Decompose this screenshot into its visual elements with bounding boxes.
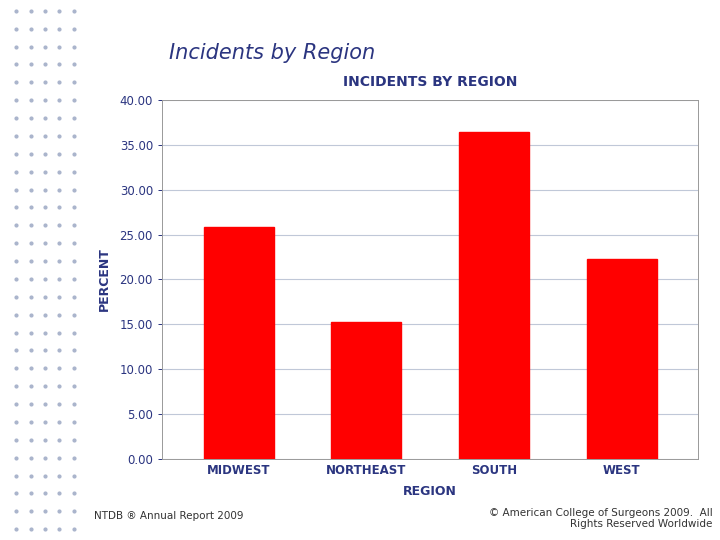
Text: NTDB ® Annual Report 2009: NTDB ® Annual Report 2009 (94, 511, 243, 521)
Bar (587, 259, 657, 459)
X-axis label: REGION: REGION (403, 485, 457, 498)
Bar (331, 322, 402, 459)
Y-axis label: PERCENT: PERCENT (98, 247, 112, 312)
Text: © American College of Surgeons 2009.  All
Rights Reserved Worldwide: © American College of Surgeons 2009. All… (489, 508, 713, 529)
Text: Figure
38: Figure 38 (107, 42, 142, 64)
Bar (204, 227, 274, 459)
Bar (459, 132, 529, 459)
Text: Incidents by Region: Incidents by Region (169, 43, 375, 63)
Title: INCIDENTS BY REGION: INCIDENTS BY REGION (343, 75, 518, 89)
